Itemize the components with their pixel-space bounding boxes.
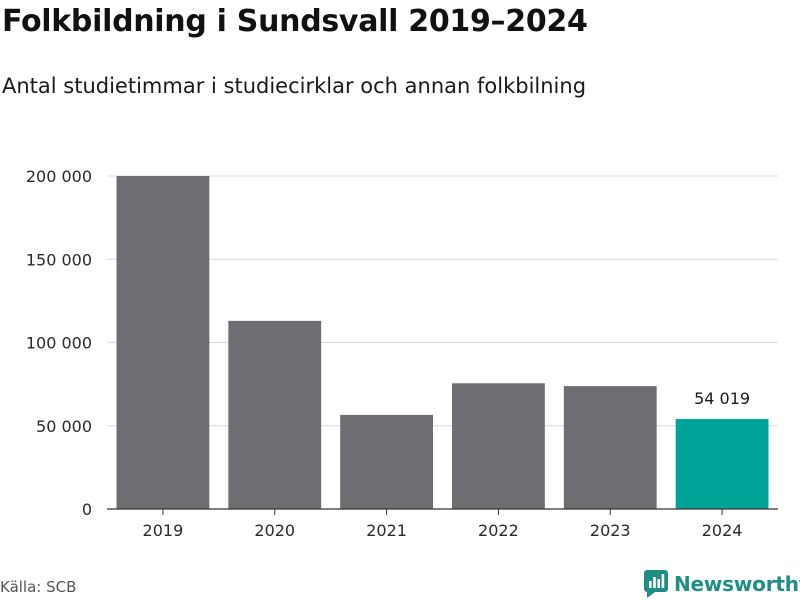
y-tick-label: 0	[82, 500, 92, 519]
bar	[675, 419, 769, 509]
y-tick-label: 100 000	[26, 334, 92, 353]
bar	[563, 386, 657, 509]
bar	[340, 414, 433, 509]
newsworthy-logo-icon	[644, 570, 668, 598]
x-tick-label: 2020	[254, 521, 295, 540]
brand-name: Newsworthy	[674, 572, 800, 596]
y-tick-label: 200 000	[26, 167, 92, 186]
y-tick-label: 50 000	[36, 417, 92, 436]
bar	[452, 383, 545, 509]
chart-title: Folkbildning i Sundsvall 2019–2024	[2, 4, 588, 39]
x-tick-label: 2019	[143, 521, 184, 540]
bar	[116, 176, 210, 509]
x-tick-label: 2023	[590, 521, 631, 540]
newsworthy-logo: Newsworthy	[644, 569, 800, 599]
chart-subtitle: Antal studietimmar i studiecirklar och a…	[2, 74, 587, 98]
source-note: Källa: SCB	[0, 578, 77, 596]
x-tick-label: 2022	[478, 521, 519, 540]
y-tick-label: 150 000	[26, 250, 92, 269]
x-tick-label: 2021	[366, 521, 407, 540]
bar	[228, 320, 322, 509]
x-tick-label: 2024	[702, 521, 743, 540]
data-label: 54 019	[694, 389, 750, 408]
